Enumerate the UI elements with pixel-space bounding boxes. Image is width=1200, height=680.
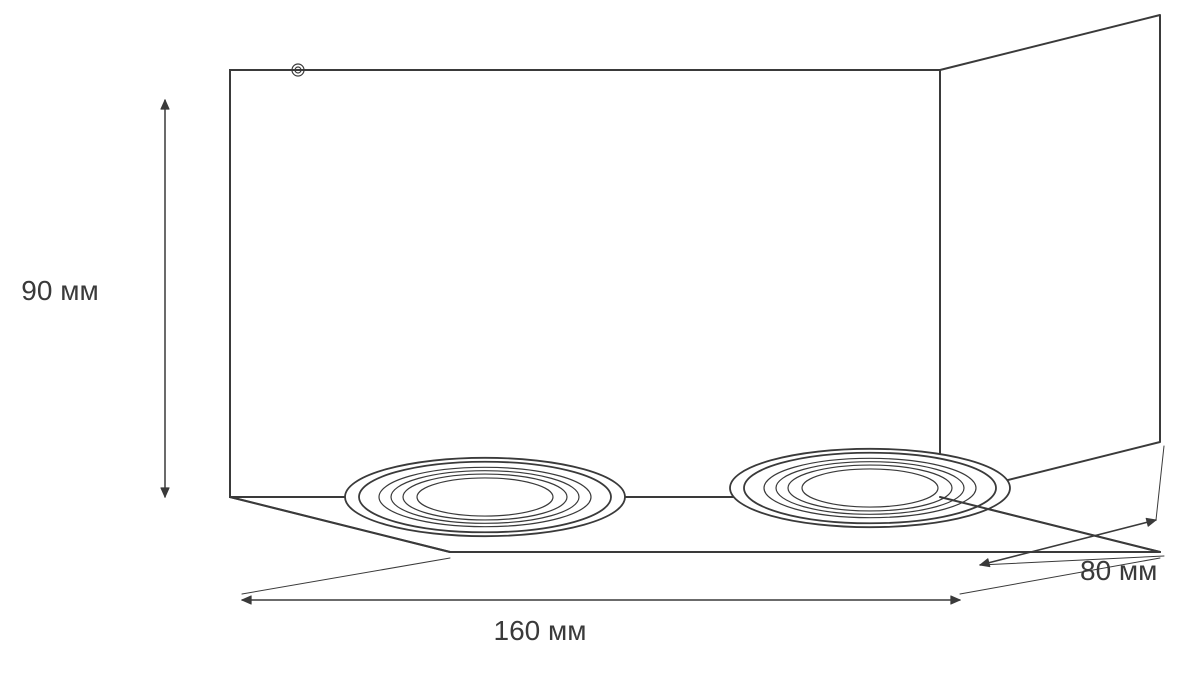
- lamp-ring: [345, 458, 625, 536]
- dim-width-label: 160 мм: [494, 615, 587, 646]
- lamp-ring: [730, 449, 1010, 527]
- dim-height-label: 90 мм: [21, 275, 98, 306]
- dim-depth-label: 80 мм: [1080, 555, 1157, 586]
- dimension-diagram: 90 мм 160 мм 80 мм: [0, 0, 1200, 680]
- box-object: [230, 15, 1160, 552]
